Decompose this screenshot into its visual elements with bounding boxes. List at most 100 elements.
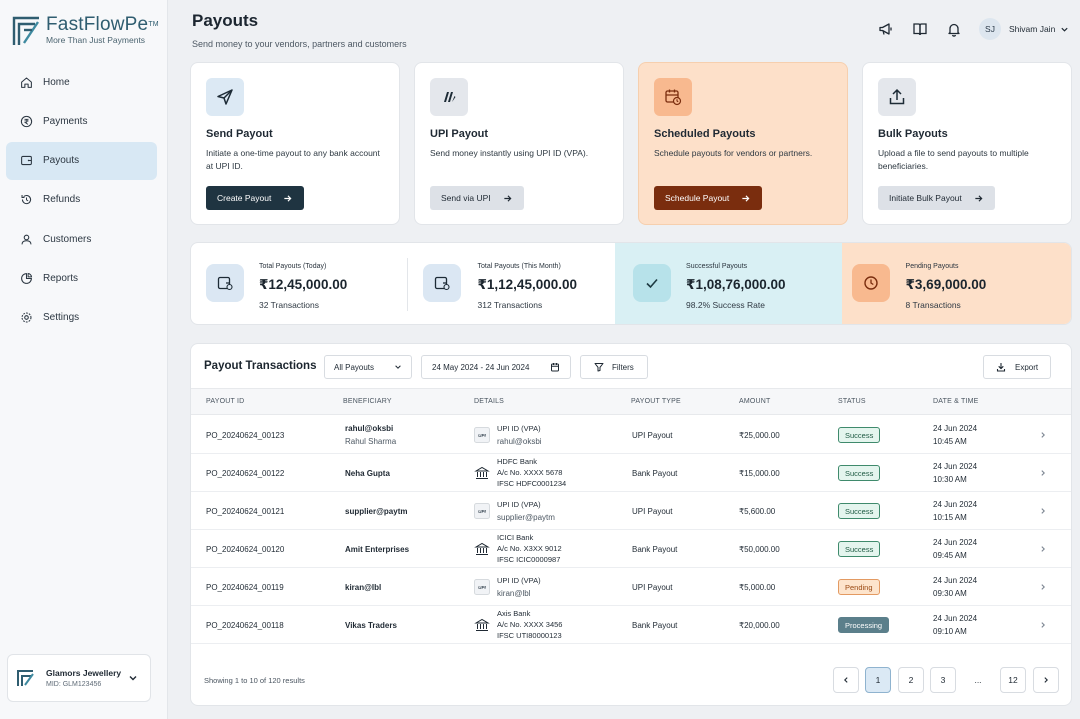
bank-icon: [474, 466, 490, 479]
svg-text:UPI: UPI: [478, 585, 486, 590]
user-name[interactable]: Shivam Jain: [1009, 24, 1056, 34]
filter-icon: [594, 363, 604, 372]
date-range-picker[interactable]: 24 May 2024 - 24 Jun 2024: [421, 355, 571, 379]
payout-type: Bank Payout: [632, 545, 678, 554]
payout-filter-select[interactable]: All Payouts: [324, 355, 412, 379]
detail-line: IFSC UTI80000123: [497, 631, 562, 640]
card-description: Upload a file to send payouts to multipl…: [878, 148, 1029, 171]
stat-pending: Pending Payouts ₹3,69,000.00 8 Transacti…: [841, 243, 1071, 324]
rupee-circle-icon: [20, 115, 33, 127]
payout-id[interactable]: PO_20240624_00118: [206, 621, 284, 630]
merchant-switcher[interactable]: Glamors Jewellery MID: GLM123456: [7, 654, 151, 702]
stat-label: Total Payouts (This Month): [477, 263, 561, 270]
sidebar-item-refunds[interactable]: Refunds: [6, 181, 157, 219]
table-row[interactable]: PO_20240624_00121 supplier@paytm UPI UPI ID…: [191, 492, 1071, 530]
stat-subtext: 32 Transactions: [259, 300, 320, 310]
refund-icon: [21, 195, 32, 205]
stat-value: ₹1,08,76,000.00: [686, 277, 786, 292]
payout-date: 24 Jun 2024: [933, 462, 978, 471]
payout-id[interactable]: PO_20240624_00121: [206, 507, 285, 516]
sidebar-item-home[interactable]: Home: [6, 63, 157, 101]
chevron-right-icon[interactable]: [1039, 469, 1047, 477]
beneficiary-name: Neha Gupta: [345, 469, 390, 478]
book-icon[interactable]: [912, 21, 928, 37]
column-header[interactable]: STATUS: [838, 398, 866, 405]
stat-subtext: 312 Transactions: [477, 300, 543, 310]
calendar-clock-icon: [665, 89, 682, 106]
payout-amount: ₹5,000.00: [739, 583, 776, 592]
pagination-page-1[interactable]: 1: [865, 667, 891, 693]
payout-date: 24 Jun 2024: [933, 576, 978, 585]
detail-line: UPI ID (VPA): [497, 576, 541, 585]
pagination-page-12[interactable]: 12: [1000, 667, 1026, 693]
detail-line: rahul@oksbi: [497, 437, 542, 446]
sidebar-item-settings[interactable]: Settings: [6, 299, 157, 337]
card-description: Schedule payouts for vendors or partners…: [654, 148, 813, 158]
detail-line: UPI ID (VPA): [497, 500, 541, 509]
payout-amount: ₹15,000.00: [739, 469, 780, 478]
pagination-page-2[interactable]: 2: [898, 667, 924, 693]
divider: [406, 258, 408, 311]
payout-id[interactable]: PO_20240624_00122: [206, 469, 285, 478]
card-description: Send money instantly using UPI ID (VPA).: [430, 148, 589, 158]
filters-button[interactable]: Filters: [580, 355, 648, 379]
initiate-bulk-payout-button[interactable]: Initiate Bulk Payout: [878, 186, 995, 210]
sidebar-item-payments[interactable]: Payments: [6, 102, 157, 140]
pagination-next-button[interactable]: [1033, 667, 1059, 693]
table-row[interactable]: PO_20240624_00119 kiran@lbl UPI UPI ID (VPA…: [191, 568, 1071, 606]
payout-transactions-card: Payout Transactions All Payouts 24 May 2…: [190, 343, 1072, 706]
user-icon: [21, 234, 32, 245]
payout-time: 10:45 AM: [933, 437, 967, 446]
chevron-down-icon[interactable]: [1060, 25, 1069, 34]
chevron-right-icon[interactable]: [1039, 507, 1047, 515]
column-header[interactable]: PAYOUT ID: [206, 398, 245, 405]
table-row[interactable]: PO_20240624_00118 Vikas Traders Axis Bank A…: [191, 606, 1071, 644]
pagination-page-3[interactable]: 3: [930, 667, 956, 693]
chevron-right-icon[interactable]: [1039, 431, 1047, 439]
export-button[interactable]: Export: [983, 355, 1051, 379]
upi-payout-card: UPI Payout Send money instantly using UP…: [414, 62, 624, 225]
payout-id[interactable]: PO_20240624_00120: [206, 545, 285, 554]
button-label: Initiate Bulk Payout: [889, 193, 962, 203]
button-label: Filters: [612, 362, 634, 372]
page-title: Payouts: [192, 11, 259, 30]
bell-icon[interactable]: [946, 21, 962, 37]
detail-line: UPI ID (VPA): [497, 424, 541, 433]
column-header[interactable]: PAYOUT TYPE: [631, 398, 681, 405]
upload-icon-wrap: [878, 78, 916, 116]
calendar-icon: [551, 363, 559, 372]
arrow-right-icon: [503, 194, 512, 202]
table-row[interactable]: PO_20240624_00122 Neha Gupta HDFC Bank A/c …: [191, 454, 1071, 492]
pagination-prev-button[interactable]: [833, 667, 859, 693]
home-icon: [21, 77, 32, 88]
stat-value: ₹1,12,45,000.00: [477, 277, 577, 292]
column-header[interactable]: DATE & TIME: [933, 398, 979, 405]
svg-text:UPI: UPI: [478, 433, 486, 438]
brand-logo[interactable]: FastFlowPeTM More Than Just Payments: [10, 14, 159, 48]
payout-id[interactable]: PO_20240624_00119: [206, 583, 284, 592]
table-row[interactable]: PO_20240624_00120 Amit Enterprises ICICI B…: [191, 530, 1071, 568]
payout-type: UPI Payout: [632, 431, 673, 440]
schedule-payout-button[interactable]: Schedule Payout: [654, 186, 763, 210]
column-header[interactable]: DETAILS: [474, 398, 505, 405]
megaphone-icon[interactable]: [878, 21, 894, 37]
send-via-upi-button[interactable]: Send via UPI: [430, 186, 524, 210]
chevron-right-icon[interactable]: [1039, 545, 1047, 553]
sidebar-item-reports[interactable]: Reports: [6, 259, 157, 297]
chevron-right-icon[interactable]: [1039, 621, 1047, 629]
chevron-right-icon[interactable]: [1039, 583, 1047, 591]
sidebar-item-payouts[interactable]: Payouts: [6, 141, 157, 180]
table-row[interactable]: PO_20240624_00123 rahul@oksbi Rahul Sharma…: [191, 416, 1071, 454]
date-range-value: 24 May 2024 - 24 Jun 2024: [432, 362, 530, 372]
pagination-summary: Showing 1 to 10 of 120 results: [204, 676, 305, 685]
status-badge: Success: [838, 541, 881, 557]
create-payout-button[interactable]: Create Payout: [206, 186, 305, 210]
column-header[interactable]: AMOUNT: [739, 398, 771, 405]
avatar[interactable]: SJ: [979, 18, 1001, 40]
column-header[interactable]: BENEFICIARY: [343, 398, 392, 405]
payout-id[interactable]: PO_20240624_00123: [206, 431, 285, 440]
upi-icon: [444, 92, 456, 102]
detail-line: ICICI Bank: [497, 533, 534, 542]
sidebar-item-customers[interactable]: Customers: [6, 220, 157, 258]
sidebar-nav: Home Payments Payouts Refunds Customers …: [6, 63, 157, 338]
